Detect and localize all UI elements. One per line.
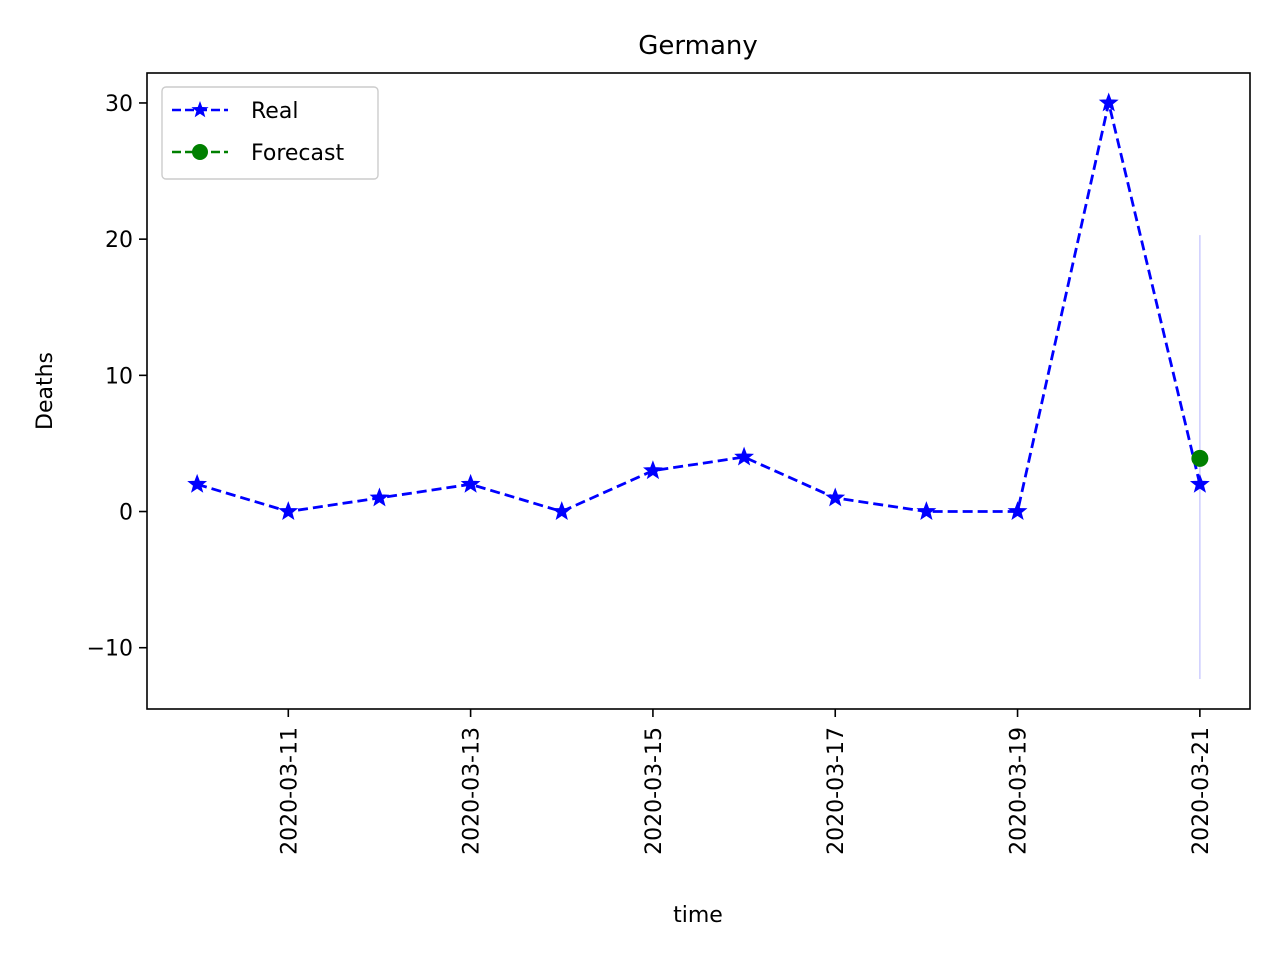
axes-frame bbox=[146, 72, 1251, 710]
x-tick-label: 2020-03-19 bbox=[1007, 727, 1032, 855]
legend-forecast-circle-marker bbox=[192, 144, 208, 160]
y-tick-label: 10 bbox=[105, 364, 133, 389]
data-point-real bbox=[734, 446, 754, 466]
y-tick-label: 0 bbox=[119, 501, 133, 526]
series-line-real bbox=[196, 101, 1202, 513]
plot-area bbox=[187, 92, 1210, 680]
x-tick-label: 2020-03-21 bbox=[1189, 727, 1214, 855]
x-axis-label: time bbox=[673, 903, 723, 928]
x-tick-label: 2020-03-11 bbox=[277, 727, 302, 855]
data-point-real bbox=[278, 501, 299, 520]
y-tick-label: −10 bbox=[87, 637, 133, 662]
data-point-real bbox=[551, 501, 572, 520]
legend-real-label: Real bbox=[251, 99, 298, 124]
data-point-real bbox=[369, 487, 390, 507]
x-tick-label: 2020-03-15 bbox=[642, 727, 667, 855]
chart-title: Germany bbox=[638, 31, 758, 61]
y-tick-label: 30 bbox=[105, 92, 133, 117]
legend-forecast-label: Forecast bbox=[251, 141, 344, 166]
x-axis: 2020-03-11 2020-03-13 2020-03-15 2020-03-17… bbox=[277, 709, 1214, 855]
data-point-real bbox=[460, 473, 481, 493]
data-point-real bbox=[1098, 92, 1119, 112]
y-axis-label: Deaths bbox=[33, 352, 58, 430]
y-axis: −10 0 10 20 30 bbox=[87, 92, 147, 662]
y-tick-label: 20 bbox=[105, 228, 133, 253]
data-point-real bbox=[1189, 473, 1210, 493]
legend-real-star-marker bbox=[191, 101, 209, 118]
data-point-real bbox=[825, 487, 846, 507]
data-point-real bbox=[643, 460, 663, 480]
data-point-real bbox=[187, 473, 208, 493]
legend: Real Forecast bbox=[161, 86, 379, 180]
data-point-real bbox=[916, 501, 937, 520]
x-tick-label: 2020-03-13 bbox=[460, 727, 485, 855]
data-point-forecast bbox=[1191, 449, 1209, 467]
x-tick-label: 2020-03-17 bbox=[824, 727, 849, 855]
data-point-real bbox=[1007, 501, 1028, 520]
